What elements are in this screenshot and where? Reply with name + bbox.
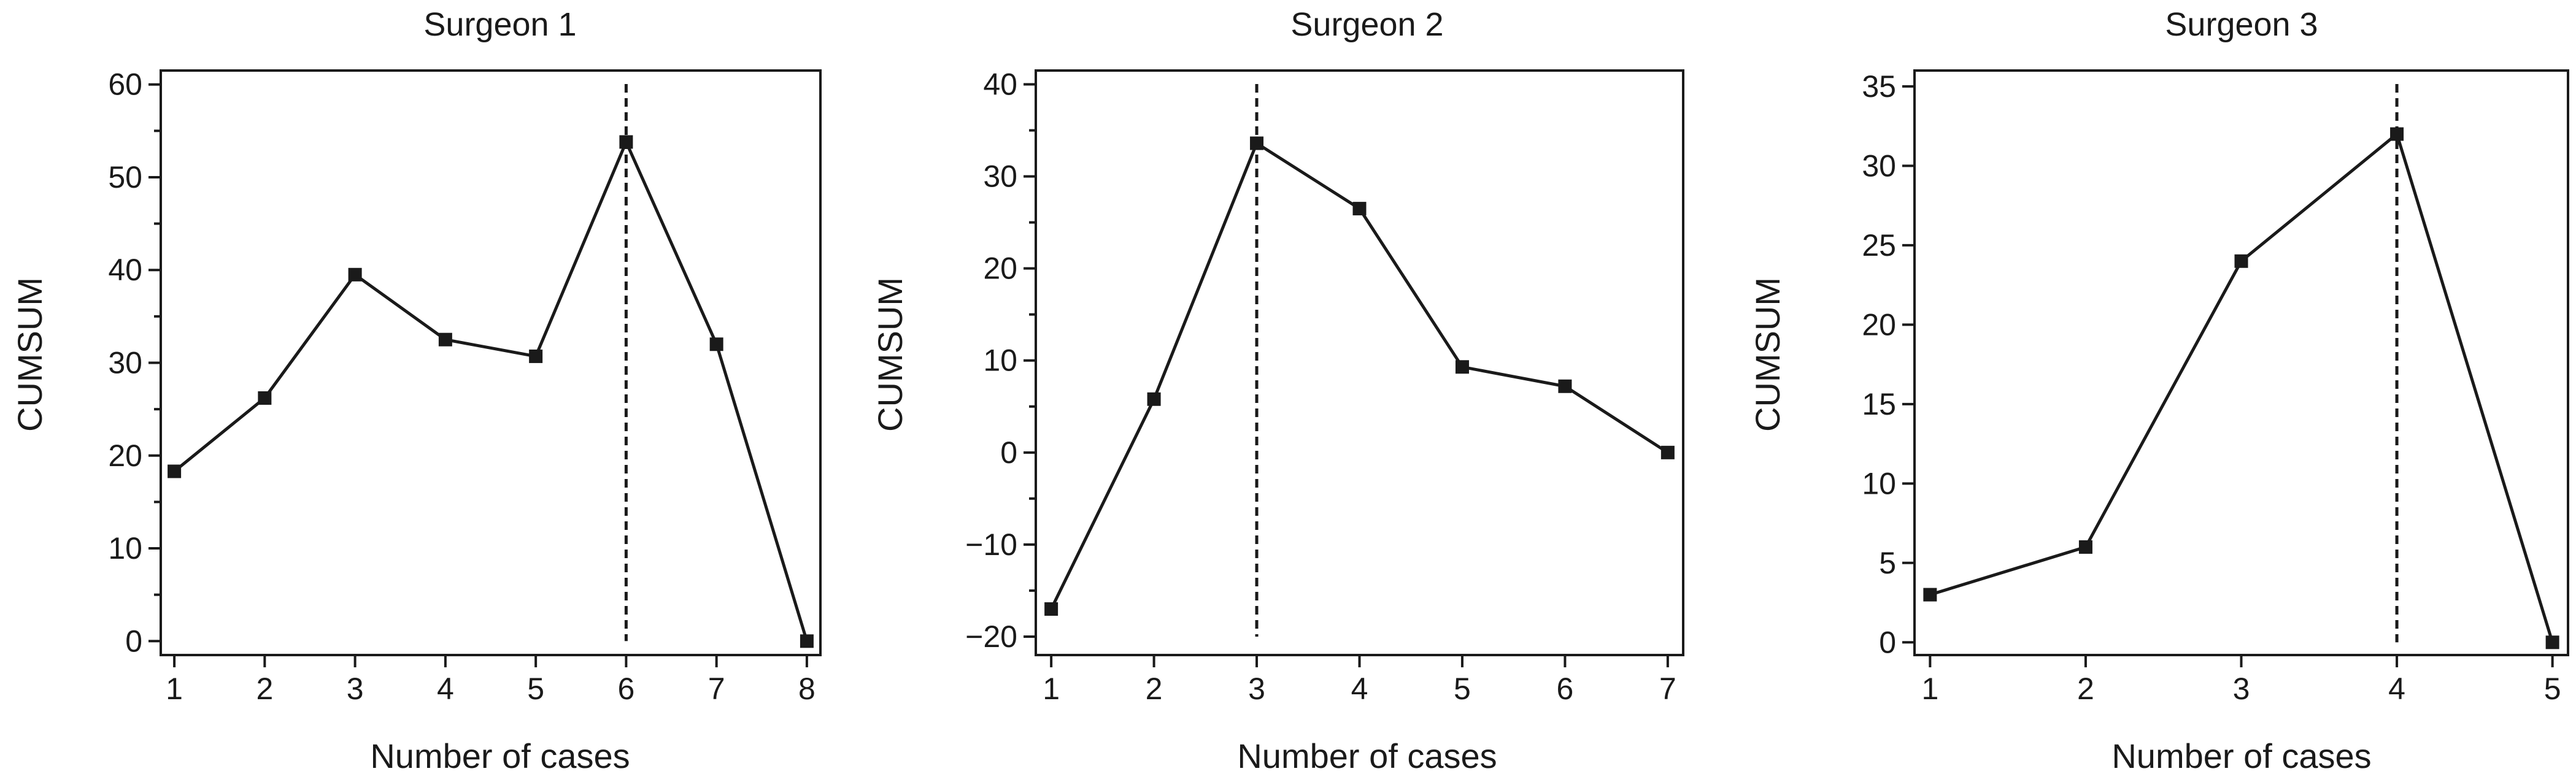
chart-panel-surgeon-1: Surgeon 1 Number of cases CUMSUM 0 10 20 30…: [10, 6, 822, 775]
x-tick-label: 1: [1921, 672, 1938, 706]
x-tick-label: 2: [256, 672, 273, 706]
x-tick-label: 3: [1248, 672, 1265, 706]
x-tick-label: 8: [798, 672, 816, 706]
y-tick-label: 0: [1000, 435, 1017, 470]
x-tick-label: 7: [1659, 672, 1676, 706]
y-tick-label: 60: [108, 67, 142, 102]
chart-title: Surgeon 3: [2165, 6, 2318, 43]
chart-title: Surgeon 2: [1290, 6, 1443, 43]
x-tick-label: 3: [347, 672, 364, 706]
chart-title: Surgeon 1: [423, 6, 576, 43]
y-axis-label: CUMSUM: [10, 277, 49, 432]
y-tick-label: 30: [983, 159, 1017, 194]
data-point: [1558, 379, 1572, 393]
y-tick-label: 50: [108, 160, 142, 194]
y-tick-label: 20: [108, 439, 142, 473]
y-tick-label: 35: [1862, 69, 1896, 104]
y-tick-label: 0: [1879, 625, 1896, 659]
x-tick-label: 5: [527, 672, 544, 706]
data-point: [529, 349, 543, 363]
x-tick-label: 3: [2233, 672, 2250, 706]
x-tick-label: 4: [2388, 672, 2405, 706]
data-point: [619, 135, 633, 149]
x-tick-label: 2: [1146, 672, 1163, 706]
y-tick-label: 10: [1862, 466, 1896, 500]
y-axis-label: CUMSUM: [871, 277, 909, 432]
data-point: [2078, 540, 2092, 554]
y-tick-label: 20: [1862, 307, 1896, 342]
data-point: [1455, 360, 1469, 374]
x-tick-label: 4: [437, 672, 454, 706]
y-tick-label: 30: [108, 346, 142, 380]
x-tick-label: 1: [166, 672, 183, 706]
chart-panel-surgeon-2: Surgeon 2 Number of cases CUMSUM −20 −10 0…: [871, 6, 1684, 775]
data-point: [2545, 635, 2559, 650]
y-tick-label: 40: [983, 67, 1017, 102]
data-point: [1250, 136, 1264, 150]
chart-panel-surgeon-3: Surgeon 3 Number of cases CUMSUM 0510152…: [1748, 6, 2569, 775]
y-tick-label: 40: [108, 253, 142, 287]
x-tick-label: 7: [708, 672, 725, 706]
series-line: [1929, 131, 2554, 643]
x-tick-label: 1: [1043, 672, 1060, 706]
y-tick-label: 20: [983, 251, 1017, 286]
x-axis-label: Number of cases: [1237, 737, 1497, 775]
x-tick-label: 4: [1351, 672, 1368, 706]
data-point: [1660, 445, 1675, 459]
y-tick-label: −20: [965, 619, 1017, 654]
x-tick-label: 6: [1557, 672, 1574, 706]
x-axis-label: Number of cases: [370, 737, 630, 775]
y-tick-label: 0: [125, 624, 142, 658]
data-point: [168, 464, 182, 478]
data-point: [438, 332, 452, 347]
data-point: [1352, 202, 1367, 216]
data-point: [348, 267, 362, 282]
x-tick-label: 5: [2544, 672, 2561, 706]
y-tick-label: 10: [108, 531, 142, 565]
y-axis-label: CUMSUM: [1748, 277, 1787, 432]
y-tick-label: 10: [983, 343, 1017, 378]
series-line: [173, 138, 809, 642]
data-point: [258, 391, 272, 405]
data-point: [709, 337, 723, 351]
x-tick-label: 5: [1454, 672, 1471, 706]
plot-frame: [1913, 69, 2569, 656]
data-point: [2234, 254, 2248, 268]
data-point: [800, 634, 814, 648]
y-tick-label: 15: [1862, 387, 1896, 421]
y-tick-label: −10: [965, 527, 1017, 562]
plot-frame: [1035, 69, 1684, 656]
x-axis-label: Number of cases: [2111, 737, 2371, 775]
x-tick-label: 6: [617, 672, 634, 706]
data-point: [1147, 392, 1161, 406]
x-tick-label: 2: [2077, 672, 2094, 706]
data-point: [2390, 127, 2404, 141]
y-tick-label: 25: [1862, 228, 1896, 263]
y-tick-label: 5: [1879, 546, 1896, 580]
data-point: [1044, 602, 1059, 616]
y-tick-label: 30: [1862, 148, 1896, 183]
data-point: [1923, 588, 1937, 602]
